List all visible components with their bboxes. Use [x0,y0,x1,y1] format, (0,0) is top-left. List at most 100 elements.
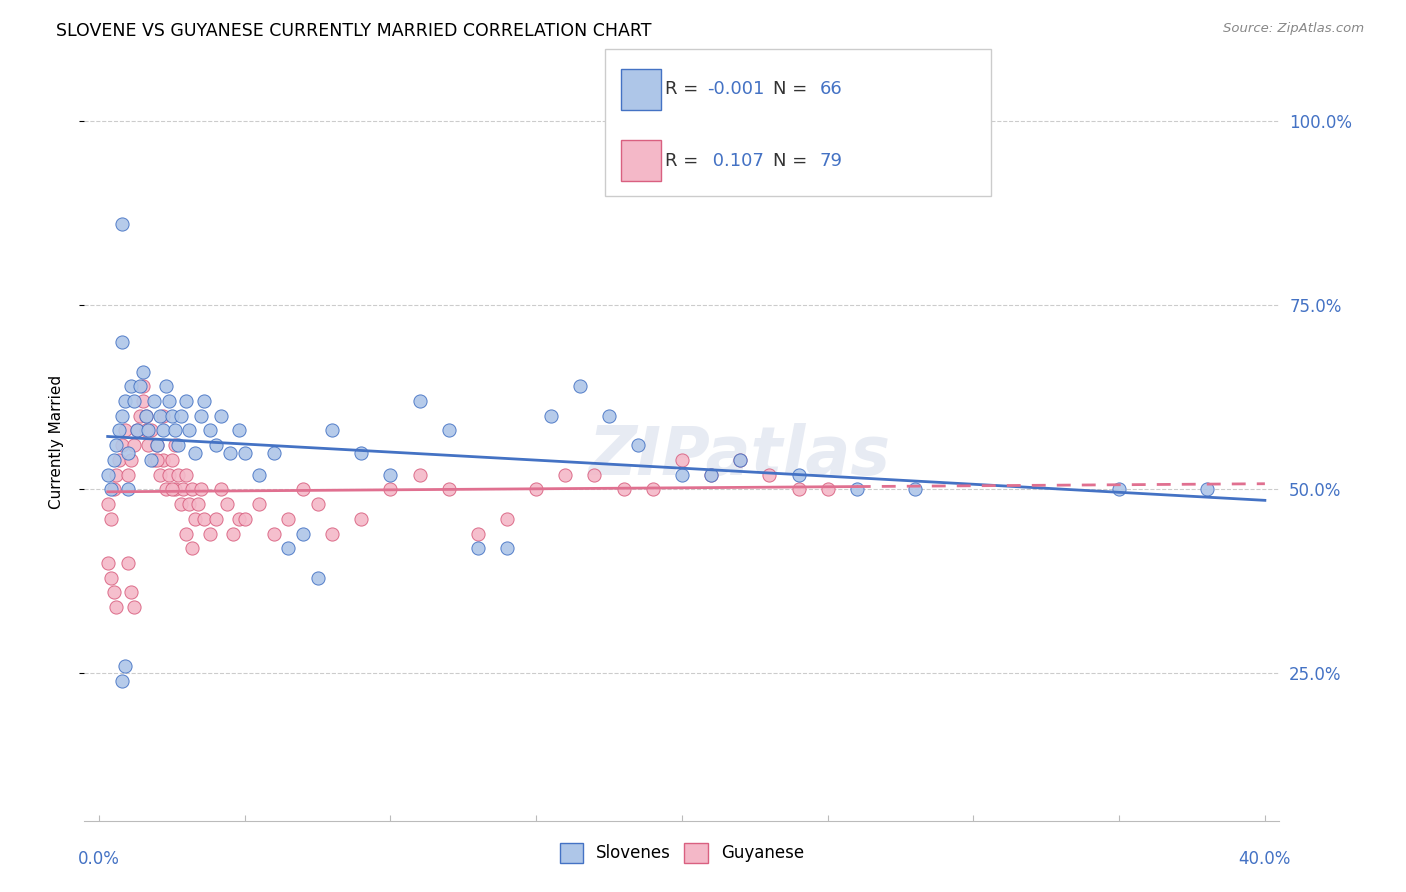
Text: N =: N = [773,80,813,98]
Point [172,483,194,497]
Point [217,497,239,511]
Point [277,512,299,526]
Point [100,512,122,526]
Point [1108,483,1130,497]
Point [103,483,125,497]
Point [117,445,139,459]
Point [103,453,125,467]
Point [787,483,810,497]
Text: 40.0%: 40.0% [1239,850,1291,868]
Point [204,438,226,452]
Text: Source: ZipAtlas.com: Source: ZipAtlas.com [1223,22,1364,36]
Point [122,438,145,452]
Point [117,556,139,570]
Point [163,483,186,497]
Text: R =: R = [665,152,704,169]
Point [209,409,232,423]
Point [291,526,314,541]
Text: 79: 79 [820,152,842,169]
Point [152,424,174,438]
Point [97,467,120,482]
Text: 66: 66 [820,80,842,98]
Point [146,438,169,452]
Point [307,497,329,511]
Point [146,453,169,467]
Point [598,409,620,423]
Point [817,483,839,497]
Point [131,379,153,393]
Text: 0.0%: 0.0% [77,850,120,868]
Point [209,483,232,497]
Text: ZIPatlas: ZIPatlas [589,424,891,490]
Point [143,453,166,467]
Point [181,541,204,556]
Point [141,424,163,438]
Point [108,453,131,467]
Point [554,467,576,482]
Point [219,445,242,459]
Point [149,409,172,423]
Point [166,438,188,452]
Point [437,483,460,497]
Point [103,585,125,599]
Point [228,512,250,526]
Point [117,467,139,482]
Point [125,424,148,438]
Point [163,438,186,452]
Point [105,438,128,452]
Point [160,483,183,497]
Point [125,424,148,438]
Point [179,497,201,511]
Point [193,394,215,409]
Point [758,467,780,482]
Text: 0.107: 0.107 [707,152,763,169]
Text: R =: R = [665,80,704,98]
Point [408,467,430,482]
Point [247,497,270,511]
Point [179,424,201,438]
Point [138,438,160,452]
Point [700,467,723,482]
Point [204,512,226,526]
Point [114,424,136,438]
Point [163,424,186,438]
Point [613,483,636,497]
Point [350,512,373,526]
Point [496,541,519,556]
Point [184,512,207,526]
Point [97,556,120,570]
Point [122,600,145,615]
Point [437,424,460,438]
Point [155,483,177,497]
Point [111,409,134,423]
Point [181,483,204,497]
Point [641,483,664,497]
Point [111,438,134,452]
Point [193,512,215,526]
Point [184,445,207,459]
Point [222,526,245,541]
Point [1195,483,1218,497]
Point [114,659,136,673]
Point [247,467,270,482]
Point [149,467,172,482]
Point [111,673,134,688]
Point [176,526,198,541]
Point [583,467,606,482]
Point [845,483,868,497]
Point [233,512,256,526]
Point [120,453,142,467]
Point [233,445,256,459]
Point [307,571,329,585]
Point [187,497,209,511]
Point [108,424,131,438]
Point [131,365,153,379]
Point [627,438,650,452]
Point [291,483,314,497]
Point [166,467,188,482]
Point [135,409,157,423]
Point [120,585,142,599]
Point [100,483,122,497]
Y-axis label: Currently Married: Currently Married [49,375,63,508]
Point [105,600,128,615]
